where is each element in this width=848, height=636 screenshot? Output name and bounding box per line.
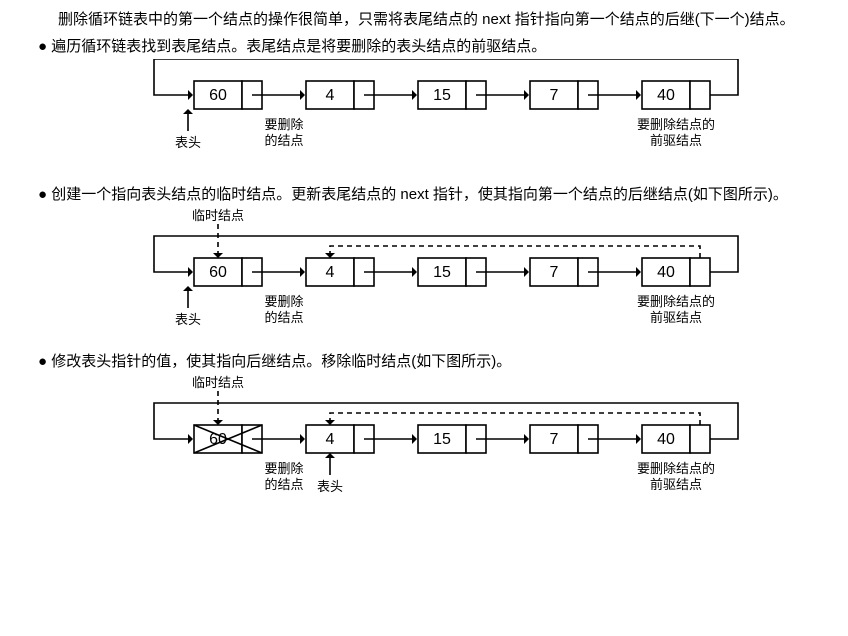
svg-text:临时结点: 临时结点: [192, 208, 244, 223]
svg-text:7: 7: [550, 264, 559, 281]
diagram-2: 60 4 15 7 40 临时结点表头 要删除的结点 要删除结点的前驱结点: [74, 206, 774, 346]
diagram-1: 60 4 15 7 40 表头 要删除的结点 要删除结点的前驱结点: [74, 59, 774, 179]
svg-text:表头: 表头: [175, 135, 201, 150]
svg-text:7: 7: [550, 431, 559, 448]
svg-text:前驱结点: 前驱结点: [650, 310, 702, 325]
svg-text:临时结点: 临时结点: [192, 375, 244, 390]
svg-text:表头: 表头: [317, 479, 343, 494]
bullet-1: 遍历循环链表找到表尾结点。表尾结点是将要删除的表头结点的前驱结点。: [0, 31, 848, 58]
svg-text:15: 15: [433, 264, 451, 281]
svg-text:15: 15: [433, 431, 451, 448]
svg-text:要删除: 要删除: [264, 461, 303, 476]
svg-text:40: 40: [657, 431, 675, 448]
bullet-3: 修改表头指针的值，使其指向后继结点。移除临时结点(如下图所示)。: [0, 346, 848, 373]
svg-text:40: 40: [657, 264, 675, 281]
svg-text:要删除结点的: 要删除结点的: [637, 117, 715, 132]
bullet-2: 创建一个指向表头结点的临时结点。更新表尾结点的 next 指针，使其指向第一个结…: [0, 179, 848, 206]
svg-text:15: 15: [433, 87, 451, 104]
svg-text:7: 7: [550, 87, 559, 104]
svg-text:前驱结点: 前驱结点: [650, 133, 702, 148]
diagram-3: 60415740临时结点表头要删除的结点要删除结点的前驱结点: [74, 373, 774, 513]
svg-text:要删除: 要删除: [264, 117, 303, 132]
svg-text:40: 40: [657, 87, 675, 104]
svg-text:要删除结点的: 要删除结点的: [637, 294, 715, 309]
svg-text:要删除结点的: 要删除结点的: [637, 461, 715, 476]
svg-text:表头: 表头: [175, 312, 201, 327]
svg-text:前驱结点: 前驱结点: [650, 477, 702, 492]
intro-paragraph: 删除循环链表中的第一个结点的操作很简单，只需将表尾结点的 next 指针指向第一…: [0, 0, 848, 31]
page: 删除循环链表中的第一个结点的操作很简单，只需将表尾结点的 next 指针指向第一…: [0, 0, 848, 636]
svg-text:60: 60: [209, 264, 227, 281]
svg-text:的结点: 的结点: [264, 477, 303, 492]
svg-text:的结点: 的结点: [264, 133, 303, 148]
svg-text:60: 60: [209, 87, 227, 104]
svg-text:4: 4: [326, 431, 335, 448]
svg-text:要删除: 要删除: [264, 294, 303, 309]
svg-text:4: 4: [326, 264, 335, 281]
svg-text:4: 4: [326, 87, 335, 104]
svg-text:的结点: 的结点: [264, 310, 303, 325]
